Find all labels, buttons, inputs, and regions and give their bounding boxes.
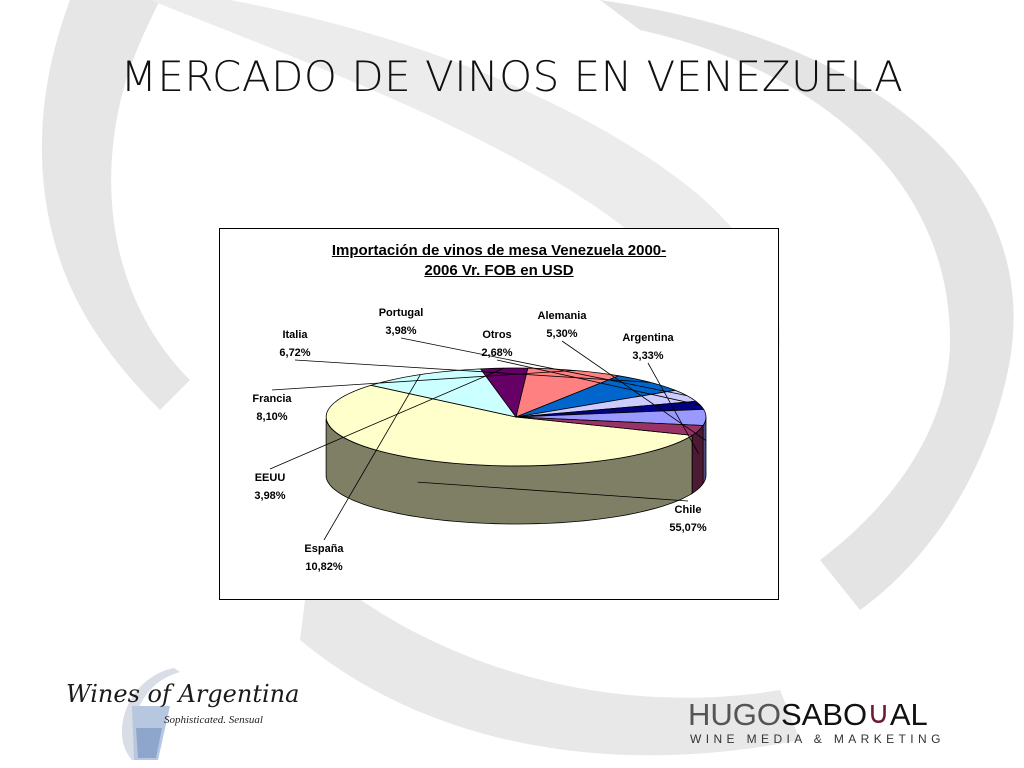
hugo-saboyal-logo: HUGOSABO∪AL WINE MEDIA & MARKETING bbox=[688, 695, 1004, 748]
pie-chart: Chile 55,07% España 10,82% EEUU 3,98% Francia 8… bbox=[252, 307, 707, 573]
hugo-saboyal-wordmark: HUGOSABO∪AL bbox=[688, 695, 928, 732]
slice-label-value-argentina: 3,33% bbox=[632, 350, 663, 362]
slice-label-value-españa: 10,82% bbox=[305, 561, 343, 573]
slice-label-name-españa: España bbox=[304, 543, 344, 555]
leader-line-otros bbox=[496, 359, 701, 406]
slice-label-value-chile: 55,07% bbox=[669, 522, 707, 534]
wine-glass-icon: ∪ bbox=[867, 695, 890, 730]
pie-labels: Chile 55,07% España 10,82% EEUU 3,98% Francia 8… bbox=[252, 307, 706, 573]
slice-label-name-eeuu: EEUU bbox=[255, 472, 286, 484]
chart-frame: Importación de vinos de mesa Venezuela 2… bbox=[219, 228, 779, 600]
leader-line-portugal bbox=[400, 337, 687, 396]
leader-line-francia bbox=[271, 370, 576, 391]
wines-of-argentina-title: Wines of Argentina bbox=[66, 680, 300, 708]
slice-label-name-otros: Otros bbox=[482, 329, 511, 341]
leader-line-eeuu bbox=[269, 367, 505, 470]
slice-label-name-chile: Chile bbox=[675, 504, 702, 516]
leader-line-italia bbox=[294, 359, 651, 383]
slice-label-value-alemania: 5,30% bbox=[546, 328, 577, 340]
slice-label-value-francia: 8,10% bbox=[256, 411, 287, 423]
leader-line-argentina bbox=[647, 362, 699, 454]
slide-title: MERCADO DE VINOS EN VENEZUELA bbox=[120, 52, 904, 101]
slice-label-name-francia: Francia bbox=[252, 393, 292, 405]
chart-title-line1: Importación de vinos de mesa Venezuela 2… bbox=[331, 242, 667, 259]
leader-line-españa bbox=[323, 374, 421, 541]
slice-label-value-eeuu: 3,98% bbox=[254, 490, 285, 502]
slice-label-value-portugal: 3,98% bbox=[385, 325, 416, 337]
slice-label-name-argentina: Argentina bbox=[622, 332, 674, 344]
pie-sides bbox=[325, 417, 707, 525]
slice-label-name-alemania: Alemania bbox=[538, 310, 588, 322]
hugo-saboyal-tagline: WINE MEDIA & MARKETING bbox=[690, 732, 945, 746]
pie-slice-argentina bbox=[515, 416, 704, 436]
pie-slice-francia bbox=[515, 367, 621, 418]
hugo-saboyal-hugo: HUGO bbox=[688, 697, 781, 732]
leader-line-chile bbox=[417, 481, 689, 502]
wines-of-argentina-logo: Wines of Argentina Sophisticated. Sensua… bbox=[62, 668, 299, 760]
chart-title-line2: 2006 Vr. FOB en USD bbox=[424, 262, 574, 279]
slice-label-value-otros: 2,68% bbox=[481, 347, 512, 359]
wines-of-argentina-emblem bbox=[121, 668, 180, 760]
pie-side-8 bbox=[691, 424, 704, 495]
pie-side-7 bbox=[702, 417, 707, 484]
slice-label-value-italia: 6,72% bbox=[279, 347, 310, 359]
hugo-saboyal-al: AL bbox=[889, 697, 928, 732]
chart-title: Importación de vinos de mesa Venezuela 2… bbox=[220, 241, 778, 281]
hugo-saboyal-sabo: SABO bbox=[781, 697, 868, 732]
wines-of-argentina-tagline: Sophisticated. Sensual bbox=[164, 714, 263, 726]
slice-label-name-portugal: Portugal bbox=[379, 307, 424, 319]
slice-label-name-italia: Italia bbox=[282, 329, 308, 341]
